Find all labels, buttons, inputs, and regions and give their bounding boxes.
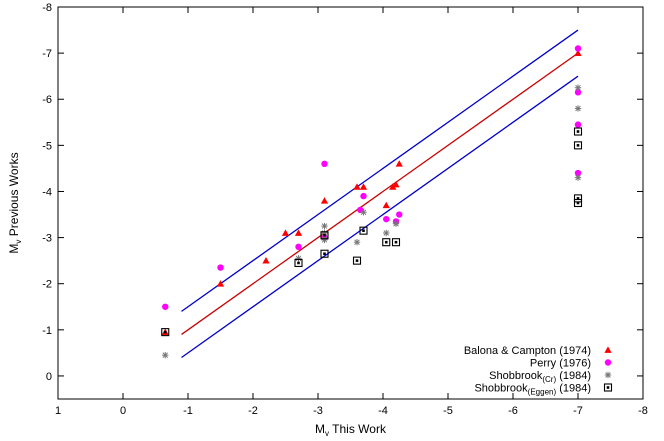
point-series-1 — [359, 183, 368, 190]
y-tick-label: -5 — [42, 140, 52, 152]
one-to-one-line — [181, 52, 579, 335]
y-tick-label: -2 — [42, 279, 52, 291]
x-tick-label: -2 — [248, 405, 258, 417]
x-tick-label: -4 — [378, 405, 388, 417]
point-series-4 — [294, 258, 303, 268]
x-tick-label: -7 — [573, 405, 583, 417]
point-series-4 — [359, 226, 368, 235]
point-series-3 — [321, 236, 328, 244]
point-series-3 — [383, 229, 390, 237]
legend-label-3: Shobbrook(Cr) (1984) — [489, 370, 591, 384]
reference-lines — [181, 29, 579, 359]
point-series-2 — [383, 215, 390, 223]
tick-labels: 1 0 -1 -2 -3 -4 -5 -6 -7 -8 0 -1 -2 -3 -4 -5 -6 -7 -8 — [42, 2, 648, 417]
y-tick-label: -4 — [42, 186, 52, 198]
plot-frame — [57, 6, 644, 400]
point-series-3 — [392, 220, 400, 227]
x-tick-label: -8 — [638, 405, 648, 417]
point-series-3 — [162, 351, 169, 359]
point-series-1 — [382, 201, 390, 209]
point-series-1 — [574, 49, 582, 56]
data-points — [161, 45, 583, 359]
point-series-3 — [574, 105, 582, 112]
point-series-3 — [321, 222, 328, 230]
point-series-4 — [161, 328, 170, 337]
point-series-2 — [574, 121, 582, 128]
point-series-1 — [389, 183, 397, 190]
y-tick-label: -3 — [42, 233, 52, 245]
legend-label-1: Balona & Campton (1974) — [464, 345, 591, 357]
point-series-4 — [391, 238, 401, 247]
point-series-3 — [360, 209, 367, 216]
point-series-1 — [353, 183, 361, 190]
y-tick-label: -8 — [42, 2, 52, 14]
x-tick-label: -6 — [508, 405, 518, 417]
point-series-3 — [574, 84, 582, 91]
point-series-2 — [396, 211, 403, 218]
legend-marker-4 — [603, 383, 613, 392]
point-series-4 — [320, 231, 329, 240]
legend: Balona & Campton (1974)Perry (1976)Shobb… — [464, 345, 613, 397]
point-series-2 — [295, 243, 302, 251]
y-axis-label: Mv Previous Works — [7, 152, 23, 253]
point-series-4 — [320, 249, 329, 258]
point-series-3 — [295, 255, 302, 262]
y-tick-label: -6 — [42, 94, 52, 106]
legend-label-4: Shobbrook(Eggen) (1984) — [474, 383, 591, 397]
point-series-3 — [574, 174, 582, 181]
point-series-1 — [281, 229, 290, 236]
point-series-1 — [216, 280, 225, 287]
point-series-4 — [573, 127, 583, 136]
point-series-2 — [574, 89, 582, 96]
point-series-4 — [573, 141, 583, 150]
upper-envelope-line — [181, 29, 579, 312]
y-tick-label: -7 — [42, 48, 52, 60]
axis-ticks — [57, 6, 644, 399]
y-tick-label: -1 — [42, 325, 52, 337]
point-series-2 — [162, 303, 169, 310]
point-series-4 — [573, 198, 583, 208]
x-tick-label: 0 — [120, 405, 126, 417]
legend-marker-1 — [604, 346, 612, 353]
point-series-1 — [294, 229, 303, 236]
x-tick-label: -5 — [443, 405, 453, 417]
y-tick-label: 0 — [46, 371, 52, 383]
point-series-1 — [262, 257, 270, 264]
point-series-2 — [360, 192, 367, 200]
point-series-4 — [382, 238, 391, 247]
point-series-4 — [573, 194, 583, 203]
legend-marker-3 — [604, 371, 612, 379]
point-series-2 — [357, 206, 364, 214]
lower-envelope-line — [181, 75, 579, 359]
x-tick-label: -1 — [183, 405, 193, 417]
point-series-1 — [320, 197, 329, 204]
x-tick-label: -3 — [313, 405, 323, 417]
point-series-1 — [395, 160, 403, 167]
point-series-1 — [392, 180, 400, 188]
point-series-3 — [353, 239, 361, 246]
point-series-2 — [321, 160, 328, 167]
point-series-4 — [352, 256, 362, 265]
x-axis-label: Mv This Work — [315, 422, 387, 438]
point-series-2 — [574, 45, 582, 52]
x-tick-label: 1 — [55, 405, 61, 417]
legend-marker-2 — [604, 359, 612, 366]
legend-label-2: Perry (1976) — [530, 358, 591, 370]
point-series-2 — [574, 169, 582, 177]
point-series-2 — [217, 264, 224, 271]
